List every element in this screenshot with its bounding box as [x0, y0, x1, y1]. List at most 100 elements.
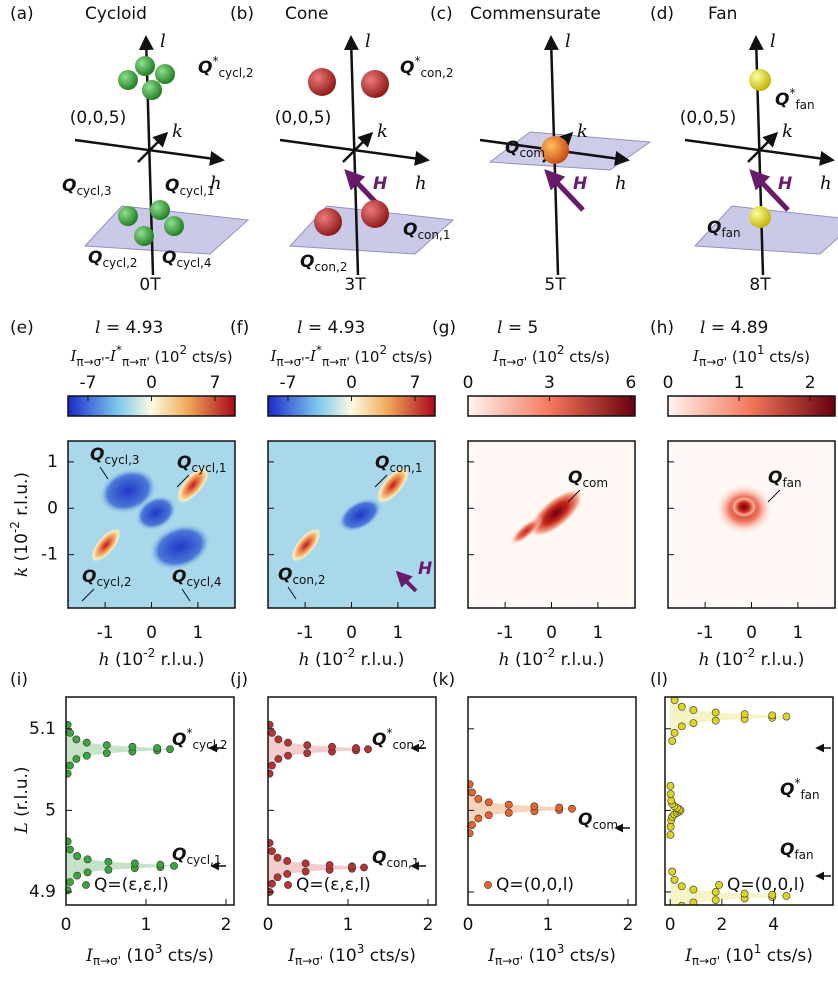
- data-point: [504, 800, 513, 809]
- map-feature: [175, 465, 211, 505]
- q-label: Q*fan: [775, 86, 815, 112]
- text-part: I: [492, 347, 500, 365]
- plane: [693, 205, 838, 255]
- text-part: I: [487, 946, 495, 966]
- plot-area: [468, 780, 576, 838]
- plot-area: [666, 697, 791, 905]
- colorbar-tick-label: -7: [279, 373, 296, 393]
- legend-label: Q=(0,0,l): [727, 875, 805, 895]
- text-part: = 5: [502, 318, 538, 338]
- x-tick-label: 1: [343, 915, 354, 935]
- data-point: [468, 829, 474, 838]
- x-tick-label: 4: [768, 915, 779, 935]
- y-tick-label: 4.9: [29, 882, 56, 902]
- x-axis-label: Iπ→σ' (101 cts/s): [684, 942, 813, 968]
- text-part: Q: [88, 248, 102, 268]
- data-point: [555, 803, 564, 812]
- text-part: 3: [557, 942, 565, 956]
- colorbar-label: Iπ→σ'-I*π→π' (102 cts/s): [69, 343, 232, 369]
- text-part: com: [519, 146, 545, 160]
- colorbar-tick-label: 1: [734, 373, 745, 393]
- data-point: [166, 745, 174, 754]
- panel-letter: (j): [230, 670, 248, 690]
- data-point: [128, 742, 137, 751]
- data-point: [782, 712, 791, 721]
- x-tick-label: 2: [423, 915, 434, 935]
- data-point: [104, 857, 113, 866]
- text-part: π→σ': [692, 954, 720, 968]
- data-point: [268, 769, 274, 778]
- text-part: (10: [720, 946, 754, 966]
- data-point: [82, 738, 91, 747]
- data-point: [66, 845, 74, 854]
- origin-label: (0,0,5): [680, 108, 737, 128]
- q-label: Q*cycl,2: [198, 54, 254, 80]
- q-label: Qcycl,2: [88, 248, 138, 270]
- field-arrow: [544, 169, 585, 212]
- text-part: I: [269, 347, 277, 365]
- map-feature: [135, 495, 177, 531]
- sphere: [135, 56, 155, 76]
- text-part: cts/s): [187, 348, 232, 366]
- panel-title: Fan: [708, 4, 737, 24]
- x-tick-label: 1: [543, 915, 554, 935]
- text-part: r.l.u.): [555, 650, 604, 670]
- origin-label: (0,0,5): [70, 108, 127, 128]
- data-point: [268, 879, 276, 888]
- y-tick-label: 0: [47, 498, 58, 518]
- data-point: [677, 882, 686, 891]
- text-part: I: [684, 946, 692, 966]
- label-leader: [287, 586, 297, 600]
- text-part: π→σ': [499, 355, 527, 369]
- label-leader: [176, 474, 190, 488]
- text-part: cycl,2: [192, 738, 227, 752]
- text-part: Q: [372, 730, 386, 750]
- axis-k: [137, 131, 169, 163]
- data-point: [711, 716, 720, 725]
- axis-name: l: [565, 31, 571, 52]
- text-part: cycl,4: [186, 575, 221, 589]
- text-part: I: [109, 347, 117, 365]
- text-part: (10: [323, 946, 357, 966]
- text-part: cycl,3: [104, 453, 139, 467]
- field-value: 5T: [544, 275, 566, 295]
- data-point: [360, 863, 368, 872]
- y-tick-label: -1: [41, 545, 58, 565]
- text-part: I: [69, 347, 77, 365]
- data-point: [104, 866, 113, 874]
- panel-letter: (d): [650, 4, 674, 24]
- q-label: Qcycl,2: [82, 567, 132, 589]
- data-point: [268, 761, 276, 770]
- text-part: -2: [743, 646, 755, 660]
- q-label: Qcon,1: [403, 220, 450, 242]
- data-point: [670, 875, 679, 884]
- field-arrow: [395, 570, 418, 593]
- data-point: [666, 830, 675, 839]
- data-point: [740, 710, 749, 719]
- map-feature: [375, 465, 411, 505]
- text-part: 1: [754, 942, 762, 956]
- text-part: cycl,1: [186, 853, 221, 867]
- sphere: [155, 64, 175, 84]
- text-part: l: [700, 318, 705, 338]
- field-value: 0T: [139, 275, 161, 295]
- text-part: con,2: [314, 260, 347, 274]
- legend-marker: [715, 881, 723, 889]
- data-point: [268, 720, 274, 729]
- axes-frame: [664, 696, 834, 906]
- data-point: [668, 867, 677, 876]
- map-title: l = 5: [497, 318, 538, 339]
- panel-letter: (c): [430, 4, 453, 24]
- data-point: [670, 728, 679, 737]
- colorbar-label: Iπ→σ'-I*π→π' (102 cts/s): [269, 343, 432, 369]
- y-tick-label: 5: [45, 800, 56, 820]
- text-part: (10: [12, 533, 32, 567]
- panel-letter: (l): [650, 670, 668, 690]
- text-part: Q: [278, 565, 292, 585]
- axis-name: l: [770, 31, 776, 52]
- text-part: (10: [121, 946, 155, 966]
- data-point: [102, 741, 111, 750]
- text-part: con,1: [389, 461, 422, 475]
- text-part: (10: [150, 348, 180, 366]
- field-label: H: [418, 559, 432, 579]
